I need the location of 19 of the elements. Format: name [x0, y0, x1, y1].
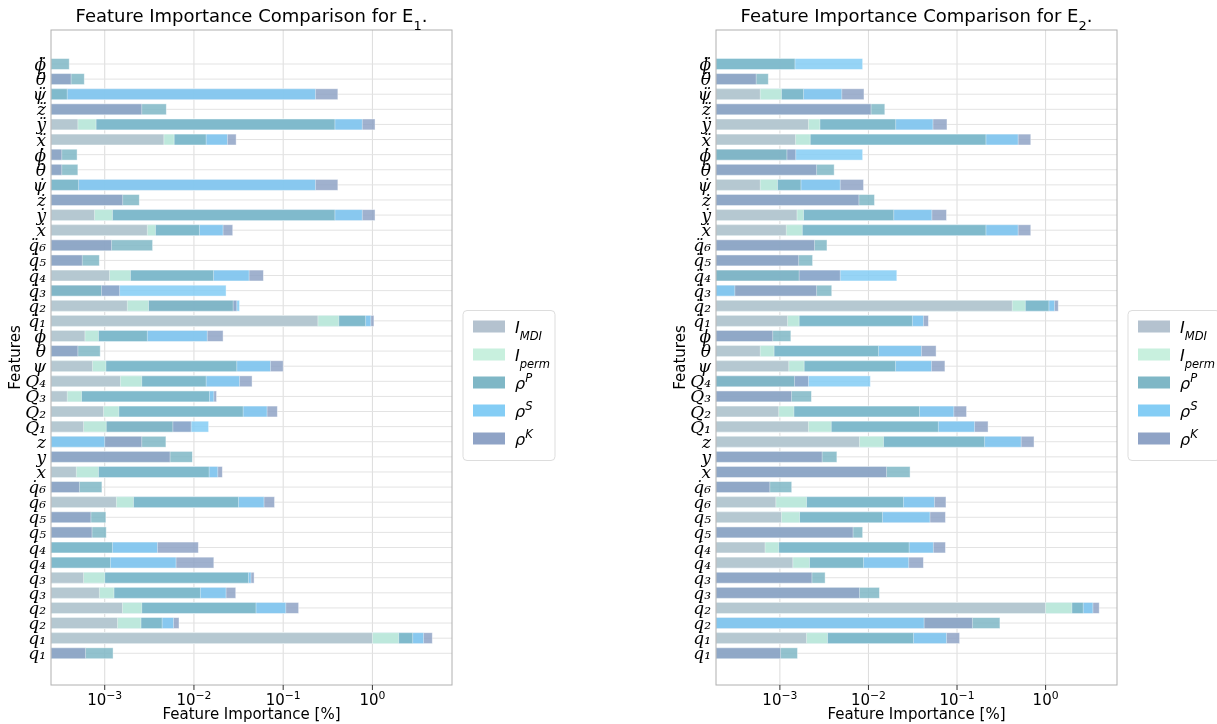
chart-title: Feature Importance Comparison for E$_{2}$. — [740, 5, 1093, 33]
y-axis-title: Features — [6, 325, 24, 390]
legend-label: I$_{perm}$ — [515, 345, 551, 371]
legend-label: I$_{MDI}$ — [515, 317, 543, 343]
y-axis-title: Features — [671, 325, 689, 390]
legend-label: ρ$^{P}$ — [515, 370, 533, 393]
legend-label: I$_{perm}$ — [1180, 345, 1216, 371]
legend-label: I$_{MDI}$ — [1180, 317, 1208, 343]
legend-label: ρ$^{S}$ — [1180, 398, 1198, 421]
x-axis-title: Feature Importance [%] — [162, 705, 341, 723]
legend-label: ρ$^{K}$ — [1180, 426, 1200, 449]
x-tick-label: 10$^{−3}$ — [87, 688, 123, 709]
x-tick-label: 10$^{0}$ — [1032, 688, 1059, 709]
legend-label: ρ$^{S}$ — [515, 398, 533, 421]
x-tick-label: 10$^{−3}$ — [762, 688, 798, 709]
chart-title: Feature Importance Comparison for E$_{1}$. — [75, 5, 428, 33]
x-tick-label: 10$^{0}$ — [359, 688, 386, 709]
legend-label: ρ$^{K}$ — [515, 426, 535, 449]
legend-label: ρ$^{P}$ — [1180, 370, 1198, 393]
